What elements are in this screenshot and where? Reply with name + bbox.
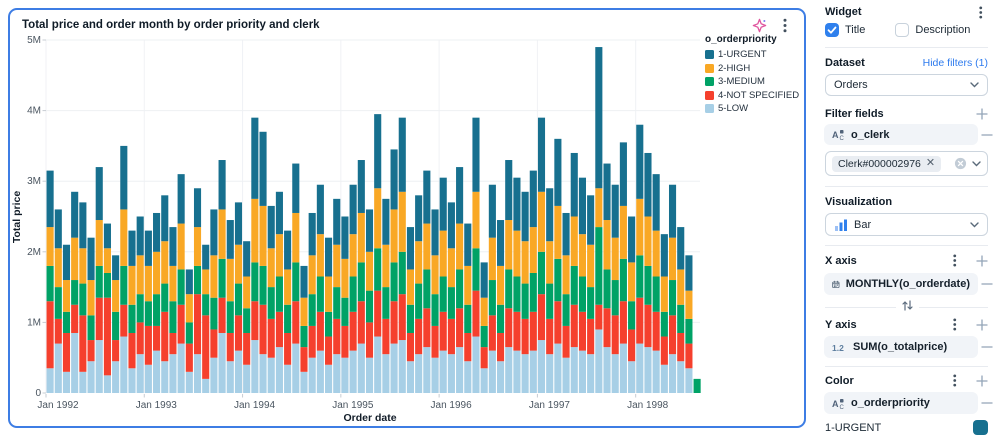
svg-text:Jan 1995: Jan 1995: [332, 400, 374, 411]
dataset-select[interactable]: Orders: [825, 74, 988, 96]
color-value-label: 1-URGENT: [825, 421, 882, 434]
y-axis-kebab-menu-icon[interactable]: [949, 318, 961, 331]
legend-label: 4-NOT SPECIFIED: [718, 89, 800, 101]
ai-sparkle-icon[interactable]: [750, 16, 768, 34]
legend-label: 5-LOW: [718, 103, 749, 115]
stacked-bar-chart: 0 1M 2M 3M 4M 5M Jan 1992 Jan 1993 Jan 1994 Jan 1…: [11, 35, 701, 424]
svg-text:Jan 1998: Jan 1998: [627, 400, 669, 411]
legend-swatch: [705, 63, 714, 73]
visualization-select[interactable]: Bar: [825, 213, 988, 236]
svg-text:Jan 1997: Jan 1997: [529, 400, 571, 411]
chart-kebab-menu-icon[interactable]: [776, 16, 794, 34]
legend-label: 1-URGENT: [718, 49, 767, 61]
visualization-section-title: Visualization: [825, 196, 893, 208]
y-axis-section-title: Y axis: [825, 318, 857, 331]
title-checkbox[interactable]: [825, 23, 839, 37]
filter-field-name: o_clerk: [851, 128, 890, 141]
widget-section-title: Widget: [825, 6, 862, 18]
string-field-icon: A C: [832, 130, 845, 141]
svg-text:C: C: [840, 136, 845, 141]
remove-color-field-icon[interactable]: [980, 396, 994, 410]
legend-swatch: [705, 104, 714, 114]
color-field[interactable]: A C o_orderpriority: [824, 392, 978, 414]
calendar-icon: [832, 280, 840, 288]
svg-text:1M: 1M: [27, 317, 41, 328]
legend-item[interactable]: 2-HIGH: [705, 62, 805, 76]
numeric-field-icon: 1.2: [832, 343, 844, 353]
legend-swatch: [705, 50, 714, 60]
title-checkbox-label: Title: [845, 24, 866, 36]
svg-text:A: A: [832, 399, 839, 409]
chart-widget-card[interactable]: 0 1M 2M 3M 4M 5M Jan 1992 Jan 1993 Jan 1994 Jan 1…: [8, 8, 806, 428]
remove-x-axis-field-icon[interactable]: [980, 277, 994, 291]
dataset-section-title: Dataset: [825, 57, 865, 69]
svg-text:A: A: [832, 130, 839, 140]
description-checkbox-label: Description: [915, 24, 971, 36]
widget-kebab-menu-icon[interactable]: [974, 5, 988, 19]
svg-text:Jan 1996: Jan 1996: [431, 400, 473, 411]
x-axis-field[interactable]: MONTHLY(o_orderdate): [824, 273, 978, 295]
filter-value-text: Clerk#000002976: [838, 157, 921, 170]
filter-field-o-clerk[interactable]: A C o_clerk: [824, 124, 978, 145]
svg-text:Total price: Total price: [11, 191, 23, 243]
visualization-select-value: Bar: [854, 218, 872, 231]
svg-text:C: C: [840, 405, 845, 410]
hide-filters-link[interactable]: Hide filters (1): [922, 57, 988, 69]
string-field-icon: A C: [832, 398, 845, 410]
chevron-down-icon: [970, 82, 979, 88]
svg-text:0: 0: [35, 388, 41, 399]
legend-item[interactable]: 3-MEDIUM: [705, 75, 805, 89]
filter-value-tag: Clerk#000002976 ✕: [832, 155, 942, 172]
x-axis-field-name: MONTHLY(o_orderdate): [845, 278, 970, 290]
chart-title: Total price and order month by order pri…: [22, 19, 320, 31]
svg-text:Order date: Order date: [343, 412, 396, 424]
widget-settings-panel: Widget Title Description Dataset Hide fi…: [815, 0, 1000, 436]
x-axis-kebab-menu-icon[interactable]: [949, 254, 961, 267]
svg-text:4M: 4M: [27, 106, 41, 117]
svg-text:3M: 3M: [27, 176, 41, 187]
chevron-down-icon: [970, 221, 979, 227]
color-value-swatch[interactable]: [973, 420, 988, 435]
add-y-axis-field-icon[interactable]: [975, 318, 988, 331]
dataset-select-value: Orders: [834, 79, 868, 91]
color-field-name: o_orderpriority: [851, 397, 930, 409]
remove-filter-value-icon[interactable]: ✕: [925, 157, 936, 169]
svg-text:Jan 1994: Jan 1994: [234, 400, 276, 411]
remove-y-axis-field-icon[interactable]: [980, 340, 994, 354]
svg-text:5M: 5M: [27, 35, 41, 46]
description-checkbox[interactable]: [895, 23, 910, 37]
legend-label: 3-MEDIUM: [718, 76, 765, 88]
clear-all-values-icon[interactable]: [954, 157, 967, 170]
legend-item[interactable]: 4-NOT SPECIFIED: [705, 89, 805, 103]
svg-text:1.2: 1.2: [832, 343, 844, 353]
svg-text:Jan 1992: Jan 1992: [37, 400, 79, 411]
legend-title: o_orderpriority: [705, 34, 777, 45]
legend-swatch: [705, 90, 714, 100]
swap-axes-icon[interactable]: [896, 299, 919, 315]
svg-text:Jan 1993: Jan 1993: [136, 400, 178, 411]
filter-fields-section-title: Filter fields: [825, 107, 884, 120]
add-x-axis-field-icon[interactable]: [975, 254, 988, 267]
remove-filter-field-icon[interactable]: [980, 128, 994, 142]
add-filter-field-icon[interactable]: [975, 107, 988, 120]
y-axis-field-name: SUM(o_totalprice): [853, 341, 948, 353]
chevron-down-icon[interactable]: [972, 160, 981, 167]
legend-swatch: [705, 77, 714, 87]
legend-label: 2-HIGH: [718, 62, 751, 74]
filter-value-input[interactable]: Clerk#000002976 ✕: [825, 151, 988, 176]
color-kebab-menu-icon[interactable]: [949, 374, 961, 387]
legend-item[interactable]: 1-URGENT: [705, 48, 805, 62]
bar-chart-icon: [835, 219, 847, 231]
color-section-title: Color: [825, 374, 854, 387]
legend-item[interactable]: 5-LOW: [705, 102, 805, 116]
chart-legend: o_orderpriority 1-URGENT 2-HIGH 3-MEDIUM 4-…: [705, 34, 805, 116]
add-color-field-icon[interactable]: [975, 374, 988, 387]
y-axis-field[interactable]: 1.2 SUM(o_totalprice): [824, 336, 978, 358]
svg-text:2M: 2M: [27, 247, 41, 258]
x-axis-section-title: X axis: [825, 254, 857, 267]
